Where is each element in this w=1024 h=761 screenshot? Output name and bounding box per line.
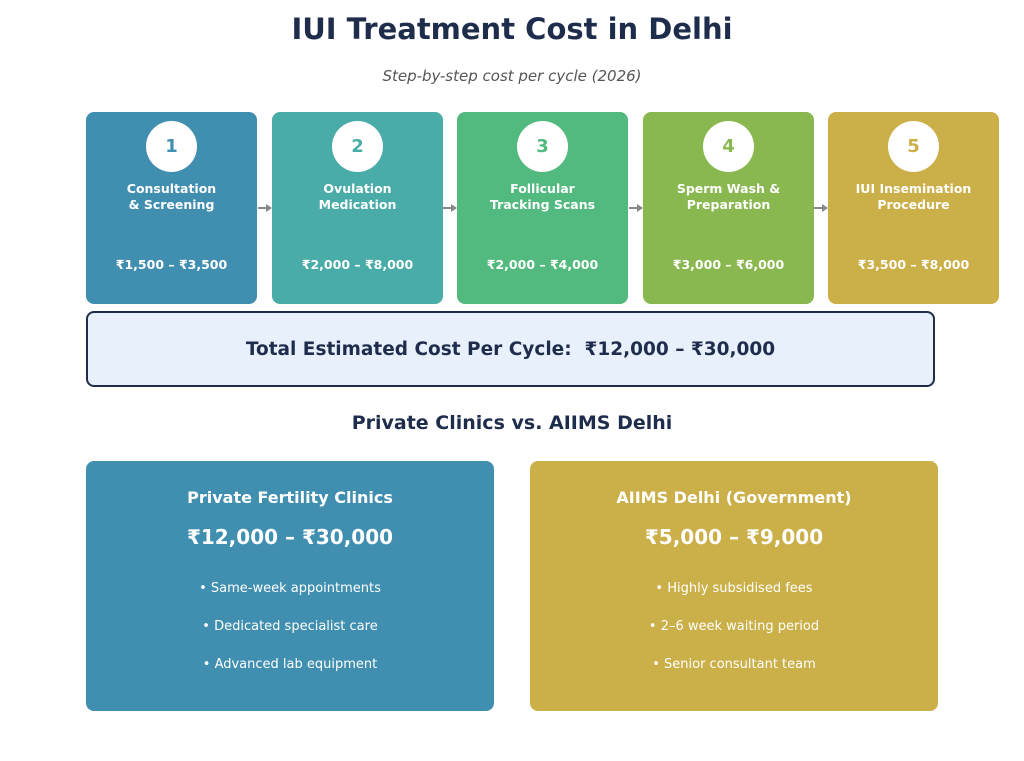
page-title: IUI Treatment Cost in Delhi xyxy=(291,12,733,46)
card-feature: • 2–6 week waiting period xyxy=(648,619,820,634)
page-subtitle: Step-by-step cost per cycle (2026) xyxy=(382,67,642,85)
total-cost-label: Total Estimated Cost Per Cycle: xyxy=(245,338,572,360)
total-cost-box: Total Estimated Cost Per Cycle: ₹12,000 … xyxy=(86,311,935,387)
aiims-card: AIIMS Delhi (Government) ₹5,000 – ₹9,000… xyxy=(530,461,938,711)
card-feature-list: • Highly subsidised fees • 2–6 week wait… xyxy=(530,580,938,694)
step-label: Follicular Tracking Scans xyxy=(489,181,596,212)
step-number-badge: 1 xyxy=(146,121,197,172)
arrow-right-icon xyxy=(443,204,457,212)
step-number-badge: 2 xyxy=(332,121,383,172)
step-price: ₹2,000 – ₹8,000 xyxy=(301,257,414,272)
step-card-1: 1 Consultation & Screening ₹1,500 – ₹3,5… xyxy=(86,112,257,304)
card-feature: • Advanced lab equipment xyxy=(202,657,378,672)
step-label: IUI Insemination Procedure xyxy=(855,181,972,212)
arrow-right-icon xyxy=(258,204,272,212)
private-clinics-card: Private Fertility Clinics ₹12,000 – ₹30,… xyxy=(86,461,494,711)
arrow-right-icon xyxy=(814,204,828,212)
step-number-badge: 3 xyxy=(517,121,568,172)
card-price: ₹12,000 – ₹30,000 xyxy=(186,525,394,549)
card-feature: • Senior consultant team xyxy=(652,657,816,672)
step-card-3: 3 Follicular Tracking Scans ₹2,000 – ₹4,… xyxy=(457,112,628,304)
arrow-right-icon xyxy=(629,204,643,212)
step-card-5: 5 IUI Insemination Procedure ₹3,500 – ₹8… xyxy=(828,112,999,304)
comparison-title: Private Clinics vs. AIIMS Delhi xyxy=(351,412,673,434)
card-feature: • Same-week appointments xyxy=(199,581,381,596)
card-feature: • Dedicated specialist care xyxy=(202,619,378,634)
step-price: ₹2,000 – ₹4,000 xyxy=(486,257,599,272)
step-label: Sperm Wash & Preparation xyxy=(676,181,781,212)
card-feature: • Highly subsidised fees xyxy=(655,581,813,596)
step-price: ₹3,000 – ₹6,000 xyxy=(672,257,785,272)
total-cost-value: ₹12,000 – ₹30,000 xyxy=(584,338,776,360)
step-number-badge: 5 xyxy=(888,121,939,172)
card-title: AIIMS Delhi (Government) xyxy=(616,488,852,507)
step-card-4: 4 Sperm Wash & Preparation ₹3,000 – ₹6,0… xyxy=(643,112,814,304)
step-label: Ovulation Medication xyxy=(318,181,397,212)
step-label: Consultation & Screening xyxy=(126,181,217,212)
step-number-badge: 4 xyxy=(703,121,754,172)
step-price: ₹3,500 – ₹8,000 xyxy=(857,257,970,272)
card-feature-list: • Same-week appointments • Dedicated spe… xyxy=(86,580,494,694)
step-price: ₹1,500 – ₹3,500 xyxy=(115,257,228,272)
card-title: Private Fertility Clinics xyxy=(187,488,393,507)
step-card-2: 2 Ovulation Medication ₹2,000 – ₹8,000 xyxy=(272,112,443,304)
card-price: ₹5,000 – ₹9,000 xyxy=(644,525,824,549)
